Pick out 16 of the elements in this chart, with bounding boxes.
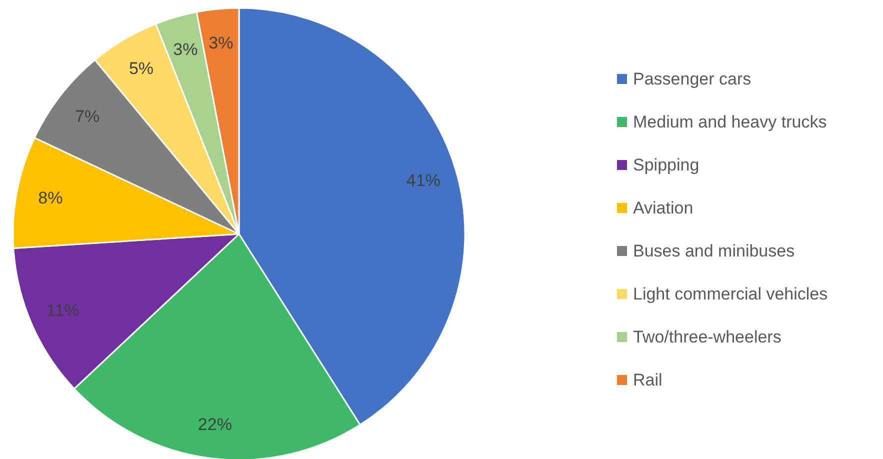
data-label: 7%	[75, 106, 100, 126]
data-label: 22%	[198, 414, 232, 434]
data-label: 5%	[128, 59, 154, 78]
legend-label: Two/three-wheelers	[633, 328, 782, 346]
data-label: 3%	[208, 33, 234, 52]
legend-label: Passenger cars	[633, 70, 752, 88]
data-label: 41%	[406, 170, 440, 190]
legend-label: Spipping	[633, 156, 700, 174]
legend-label: Rail	[633, 370, 662, 390]
legend-label: Medium and heavy trucks	[633, 112, 827, 132]
legend-label: Light commercial vehicles	[633, 284, 828, 304]
legend-label: Buses and minibuses	[633, 242, 795, 260]
data-label: 11%	[46, 300, 80, 320]
legend-label: Aviation	[633, 198, 694, 218]
data-label: 3%	[173, 40, 198, 60]
data-label: 8%	[38, 188, 63, 208]
